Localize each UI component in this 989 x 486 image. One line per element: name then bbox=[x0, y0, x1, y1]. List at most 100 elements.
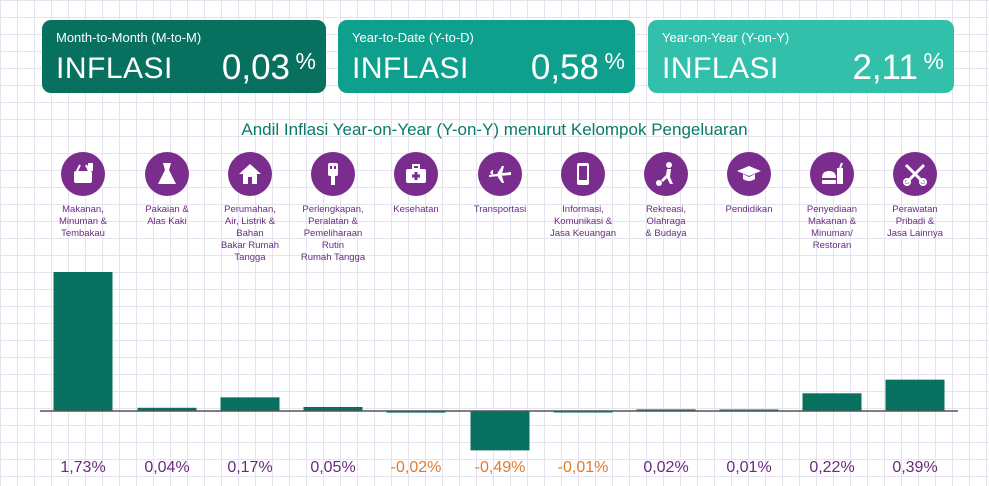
category-label-line: Pemeliharaan bbox=[303, 228, 363, 239]
value-label-0: 1,73% bbox=[60, 459, 106, 476]
category-label-line: Alas Kaki bbox=[147, 216, 187, 227]
category-label: Kesehatan bbox=[371, 204, 461, 216]
category-label-line: Penyediaan bbox=[806, 204, 858, 215]
ytd-inflation-card: Year-to-Date (Y-to-D) INFLASI 0,58 % bbox=[338, 20, 635, 93]
bar-7 bbox=[636, 409, 696, 411]
category-label-line: Tembakau bbox=[61, 228, 105, 239]
medical-kit-icon bbox=[394, 152, 438, 196]
category-label-line: Bakar Rumah bbox=[220, 240, 280, 251]
value-label-8: 0,01% bbox=[726, 459, 772, 476]
category-label: Pendidikan bbox=[704, 204, 794, 216]
category-1: Pakaian & Alas Kaki bbox=[122, 152, 212, 228]
category-label: Informasi, Komunikasi & Jasa Keuangan bbox=[538, 204, 628, 240]
category-label: Transportasi bbox=[455, 204, 545, 216]
category-label: Perawatan Pribadi & Jasa Lainnya bbox=[870, 204, 960, 240]
category-label-line: Rutin bbox=[321, 240, 345, 251]
category-10: Perawatan Pribadi & Jasa Lainnya bbox=[870, 152, 960, 240]
bar-1 bbox=[137, 407, 197, 411]
category-label-line: Minuman & bbox=[58, 216, 108, 227]
bar-chart bbox=[40, 272, 958, 451]
yoy-inflation-card: Year-on-Year (Y-on-Y) INFLASI 2,11 % bbox=[648, 20, 954, 93]
category-label-line: Pendidikan bbox=[725, 204, 773, 215]
burger-drink-icon bbox=[810, 152, 854, 196]
bar-3 bbox=[303, 406, 363, 411]
value-label-10: 0,39% bbox=[892, 459, 938, 476]
plug-icon bbox=[311, 152, 355, 196]
mtm-card-value: 0,03 bbox=[221, 48, 290, 87]
food-basket-icon bbox=[61, 152, 105, 196]
value-label-6: -0,01% bbox=[557, 459, 609, 476]
category-label-line: Informasi, bbox=[562, 204, 604, 215]
category-label-line: Olahraga bbox=[646, 216, 686, 227]
category-label-line: Makanan, bbox=[62, 204, 104, 215]
category-label: Perlengkapan, Peralatan & Pemeliharaan Ruti… bbox=[288, 204, 378, 264]
yoy-card-subtitle: Year-on-Year (Y-on-Y) bbox=[662, 30, 790, 45]
ytd-card-subtitle: Year-to-Date (Y-to-D) bbox=[352, 30, 474, 45]
ytd-card-unit: % bbox=[604, 48, 625, 74]
category-label: Rekreasi, Olahraga & Budaya bbox=[621, 204, 711, 240]
category-label-line: Perumahan, bbox=[224, 204, 276, 215]
ytd-card-value: 0,58 bbox=[530, 48, 599, 87]
chart-title: Andil Inflasi Year-on-Year (Y-on-Y) menu… bbox=[241, 120, 748, 139]
house-icon bbox=[228, 152, 272, 196]
category-label-line: Tangga bbox=[234, 252, 266, 263]
category-label-line: Pakaian & bbox=[145, 204, 189, 215]
airplane-icon bbox=[478, 152, 522, 196]
category-label-line: Perlengkapan, bbox=[302, 204, 364, 215]
category-label-line: Restoran bbox=[812, 240, 852, 251]
category-4: Kesehatan bbox=[371, 152, 461, 216]
category-label-line: Rekreasi, bbox=[645, 204, 687, 215]
category-label-line: Jasa Keuangan bbox=[549, 228, 617, 239]
bar-4 bbox=[386, 411, 446, 413]
category-label-line: Air, Listrik & bbox=[224, 216, 276, 227]
value-label-4: -0,02% bbox=[390, 459, 442, 476]
category-label: Makanan, Minuman & Tembakau bbox=[38, 204, 128, 240]
category-label: Penyediaan Makanan & Minuman/Restoran bbox=[787, 204, 877, 252]
category-label-line: Bahan bbox=[236, 228, 264, 239]
value-label-7: 0,02% bbox=[643, 459, 689, 476]
category-label-line: Minuman/ bbox=[811, 228, 853, 239]
yoy-card-label: INFLASI bbox=[662, 52, 779, 85]
yoy-card-value: 2,11 bbox=[852, 48, 918, 87]
category-label-line: Kesehatan bbox=[393, 204, 439, 215]
category-2: Perumahan, Air, Listrik & Bahan Bakar Rumah… bbox=[205, 152, 295, 264]
category-label-line: Rumah Tangga bbox=[300, 252, 366, 263]
category-label-line: & Budaya bbox=[645, 228, 687, 239]
category-9: Penyediaan Makanan & Minuman/Restoran bbox=[787, 152, 877, 252]
value-label-5: -0,49% bbox=[474, 459, 526, 476]
bar-2 bbox=[220, 397, 280, 411]
bar-0 bbox=[53, 272, 113, 411]
dress-icon bbox=[145, 152, 189, 196]
bar-5 bbox=[470, 411, 530, 451]
category-label-line: Pribadi & bbox=[895, 216, 935, 227]
category-label-line: Jasa Lainnya bbox=[887, 228, 943, 239]
graduation-cap-icon bbox=[727, 152, 771, 196]
category-label-line: Peralatan & bbox=[308, 216, 358, 227]
value-label-2: 0,17% bbox=[227, 459, 273, 476]
category-3: Perlengkapan, Peralatan & Pemeliharaan Ruti… bbox=[288, 152, 378, 264]
bar-10 bbox=[885, 379, 945, 411]
mtm-card-unit: % bbox=[295, 48, 316, 74]
category-5: Transportasi bbox=[455, 152, 545, 216]
value-label-1: 0,04% bbox=[144, 459, 190, 476]
smartphone-icon bbox=[561, 152, 605, 196]
ytd-card-label: INFLASI bbox=[352, 52, 469, 85]
category-0: Makanan, Minuman & Tembakau bbox=[38, 152, 128, 240]
mtm-card-label: INFLASI bbox=[56, 52, 173, 85]
scissors-comb-icon bbox=[893, 152, 937, 196]
category-label-line: Perawatan bbox=[892, 204, 938, 215]
bar-9 bbox=[802, 393, 862, 411]
mtm-inflation-card: Month-to-Month (M-to-M) INFLASI 0,03 % bbox=[42, 20, 326, 93]
category-6: Informasi, Komunikasi & Jasa Keuangan bbox=[538, 152, 628, 240]
category-label-line: Transportasi bbox=[473, 204, 527, 215]
category-label: Pakaian & Alas Kaki bbox=[122, 204, 212, 228]
category-label-line: Komunikasi & bbox=[553, 216, 613, 227]
category-7: Rekreasi, Olahraga & Budaya bbox=[621, 152, 711, 240]
category-label: Perumahan, Air, Listrik & Bahan Bakar Rumah… bbox=[205, 204, 295, 264]
value-label-3: 0,05% bbox=[310, 459, 356, 476]
yoy-card-unit: % bbox=[923, 48, 944, 74]
category-8: Pendidikan bbox=[704, 152, 794, 216]
category-label-line: Makanan & bbox=[807, 216, 857, 227]
soccer-player-icon bbox=[644, 152, 688, 196]
mtm-card-subtitle: Month-to-Month (M-to-M) bbox=[56, 30, 202, 45]
